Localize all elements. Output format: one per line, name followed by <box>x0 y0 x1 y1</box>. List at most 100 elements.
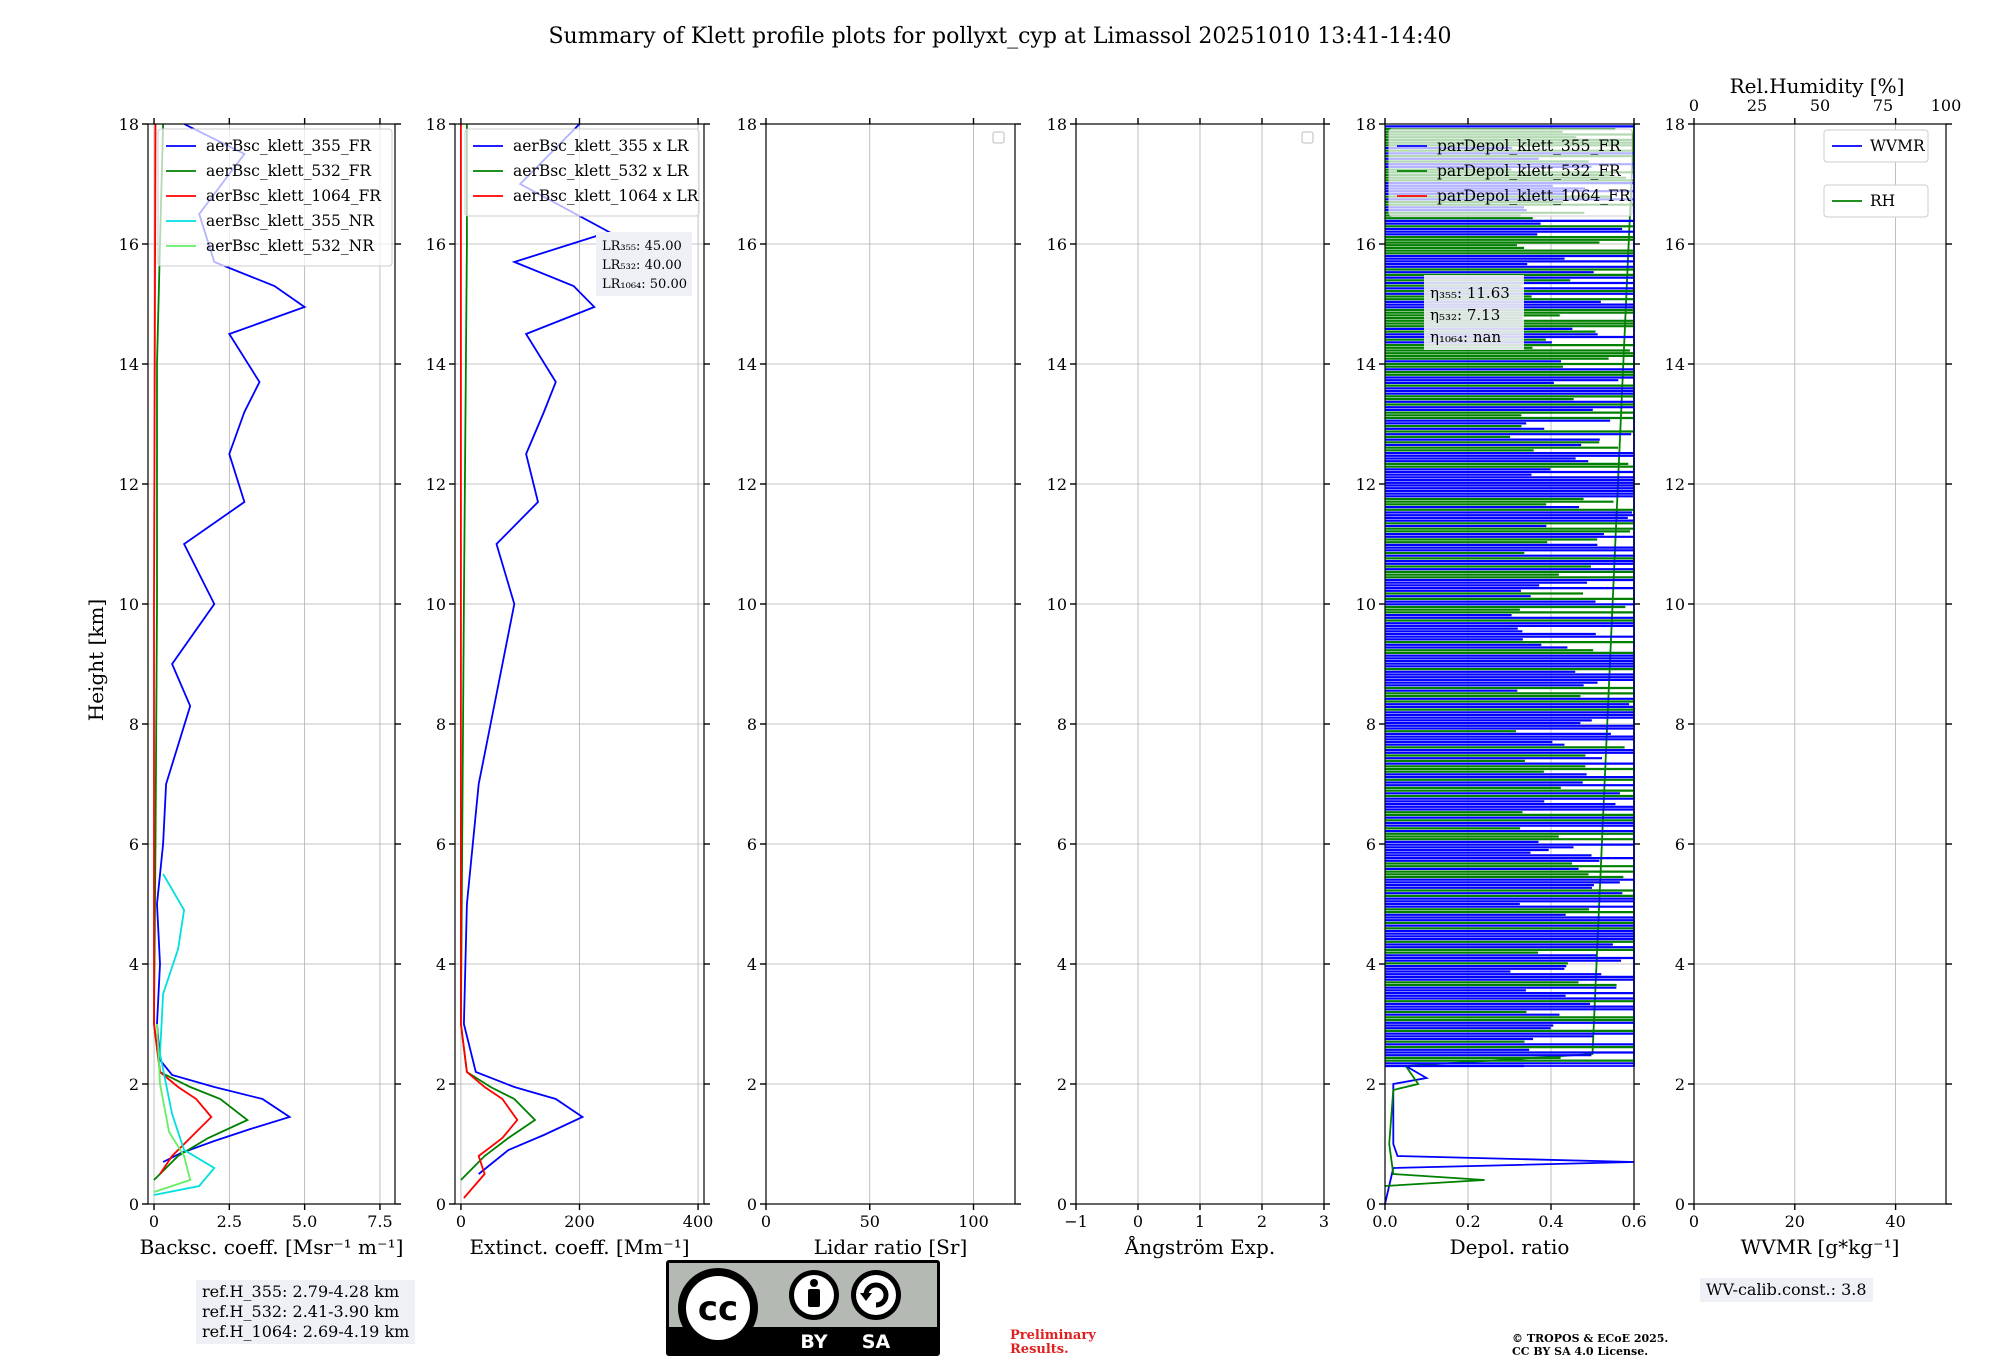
depol-noise-bars <box>1385 125 1634 1068</box>
panel-ext: 0 2 4 6 8 10 12 14 16 18 0 200 400 Extinct. coeff. [M… <box>426 115 714 1259</box>
ytick-label: 4 <box>1675 955 1685 974</box>
cc-license-badge: cc BY SA <box>666 1260 940 1356</box>
ytick-label: 18 <box>1047 115 1067 134</box>
panel-bsc: 0 2 4 6 8 10 12 14 16 18 0 2.5 5.0 7.5 Backsc. coeff. … <box>119 115 404 1259</box>
top-xtick-label: 100 <box>1931 96 1962 115</box>
top-xtick-label: 0 <box>1689 96 1699 115</box>
ytick-label: 16 <box>1665 235 1685 254</box>
ytick-label: 6 <box>747 835 757 854</box>
series-bsc-1 <box>153 123 250 1181</box>
ytick-label: 10 <box>1665 595 1685 614</box>
legend-label: parDepol_klett_355_FR <box>1437 137 1622 155</box>
ytick-label: 18 <box>119 115 139 134</box>
series-bsc-0 <box>156 123 307 1163</box>
ytick-label: 6 <box>436 835 446 854</box>
x-axis-label-ae: Ångström Exp. <box>1124 1234 1275 1259</box>
legend-frame <box>1388 128 1633 217</box>
eta-2: η₁₀₆₄: nan <box>1430 328 1501 346</box>
xtick-label: 400 <box>683 1212 714 1231</box>
ytick-label: 2 <box>1057 1075 1067 1094</box>
lidar-ratio-box: LR₃₅₅: 45.00 LR₅₃₂: 40.00 LR₁₀₆₄: 50.00 <box>596 232 692 296</box>
ytick-label: 18 <box>737 115 757 134</box>
sa-label: SA <box>862 1331 891 1353</box>
series-bsc-4 <box>153 1023 192 1193</box>
ytick-label: 12 <box>737 475 757 494</box>
legend-label: aerBsc_klett_355_NR <box>206 212 375 230</box>
ytick-label: 8 <box>1675 715 1685 734</box>
preliminary-line-1: Preliminary <box>1010 1328 1096 1343</box>
ytick-label: 4 <box>129 955 139 974</box>
panel-lr: 0 2 4 6 8 10 12 14 16 18 0 50 100 Lidar ratio [Sr] <box>737 115 1021 1259</box>
legend-label: aerBsc_klett_355_FR <box>206 137 372 155</box>
wv-calib-const: WV-calib.const.: 3.8 <box>1706 1280 1867 1299</box>
ytick-label: 0 <box>1057 1195 1067 1214</box>
wv-calib-box: WV-calib.const.: 3.8 <box>1700 1278 1873 1302</box>
legend-ext: aerBsc_klett_355 x LR aerBsc_klett_532 x … <box>464 128 700 217</box>
xtick-label: 5.0 <box>292 1212 317 1231</box>
legend-depol: parDepol_klett_355_FR parDepol_klett_532_… <box>1388 128 1633 217</box>
ytick-label: 6 <box>1675 835 1685 854</box>
by-icon-head <box>810 1279 818 1287</box>
ytick-label: 0 <box>1366 1195 1376 1214</box>
empty-legend-lr <box>992 131 1005 144</box>
copyright-line-1: © TROPOS & ECoE 2025. <box>1512 1332 1669 1345</box>
legend-label: aerBsc_klett_532_FR <box>206 162 372 180</box>
ytick-label: 10 <box>1047 595 1067 614</box>
ytick-label: 6 <box>1366 835 1376 854</box>
ytick-label: 14 <box>426 355 446 374</box>
x-axis-label-bsc: Backsc. coeff. [Msr⁻¹ m⁻¹] <box>140 1235 404 1259</box>
xtick-label: −1 <box>1064 1212 1088 1231</box>
ytick-label: 4 <box>1366 955 1376 974</box>
cc-logo-text: cc <box>698 1289 738 1329</box>
legend-frame <box>1823 129 1929 163</box>
ytick-label: 2 <box>129 1075 139 1094</box>
lidar-ratio-2: LR₁₀₆₄: 50.00 <box>602 277 687 292</box>
ytick-label: 8 <box>1057 715 1067 734</box>
series-ext-1 <box>459 124 537 1181</box>
ytick-label: 10 <box>119 595 139 614</box>
ytick-label: 16 <box>1356 235 1376 254</box>
ytick-label: 2 <box>436 1075 446 1094</box>
ytick-label: 14 <box>737 355 757 374</box>
xtick-label: 3 <box>1319 1212 1329 1231</box>
ytick-label: 14 <box>1665 355 1685 374</box>
xtick-label: 0 <box>761 1212 771 1231</box>
ytick-label: 4 <box>1057 955 1067 974</box>
ytick-label: 6 <box>1057 835 1067 854</box>
ytick-label: 0 <box>129 1195 139 1214</box>
xtick-label: 2 <box>1257 1212 1267 1231</box>
ytick-label: 0 <box>1675 1195 1685 1214</box>
ytick-label: 4 <box>747 955 757 974</box>
eta-1: η₅₃₂: 7.13 <box>1430 306 1500 324</box>
top-xtick-label: 50 <box>1810 96 1830 115</box>
sa-icon-inner <box>856 1275 896 1315</box>
ytick-label: 10 <box>426 595 446 614</box>
eta-bg <box>1424 275 1524 350</box>
ytick-label: 6 <box>129 835 139 854</box>
panel-depol: 0 2 4 6 8 10 12 14 16 18 0.0 0.2 0.4 0.6 Depol. ratio p… <box>1356 115 1647 1259</box>
ytick-label: 8 <box>436 715 446 734</box>
ytick-label: 16 <box>119 235 139 254</box>
xtick-label: 0.6 <box>1621 1212 1646 1231</box>
legend-label: WVMR <box>1870 137 1926 155</box>
ytick-label: 14 <box>119 355 139 374</box>
copyright-note: © TROPOS & ECoE 2025. CC BY SA 4.0 Licen… <box>1512 1332 1668 1358</box>
series-ext-0 <box>462 123 612 1175</box>
xtick-label: 0.4 <box>1538 1212 1563 1231</box>
xtick-label: 7.5 <box>367 1212 392 1231</box>
x-axis-label-depol: Depol. ratio <box>1450 1235 1570 1259</box>
ytick-label: 2 <box>747 1075 757 1094</box>
legend-label: aerBsc_klett_355 x LR <box>513 137 690 155</box>
xtick-label: 0 <box>1689 1212 1699 1231</box>
legend-label: aerBsc_klett_1064_FR <box>206 187 382 205</box>
legend-label: aerBsc_klett_532 x LR <box>513 162 690 180</box>
lidar-ratio-bg <box>596 232 692 296</box>
xtick-label: 0 <box>456 1212 466 1231</box>
series-ext-2 <box>459 124 519 1199</box>
figure-title: Summary of Klett profile plots for polly… <box>548 24 1451 49</box>
ytick-label: 12 <box>1047 475 1067 494</box>
xtick-label: 1 <box>1195 1212 1205 1231</box>
ytick-label: 16 <box>426 235 446 254</box>
legend-label: RH <box>1870 192 1895 210</box>
